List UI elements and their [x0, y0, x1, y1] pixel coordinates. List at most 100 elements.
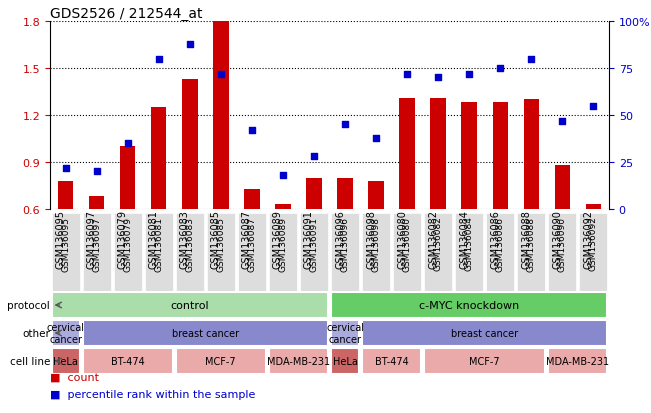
Text: GSM136082: GSM136082: [428, 209, 438, 268]
Text: GSM136086: GSM136086: [490, 209, 501, 268]
Text: GSM136087: GSM136087: [247, 216, 256, 271]
Point: [526, 56, 536, 63]
Bar: [306, 178, 322, 209]
FancyBboxPatch shape: [424, 214, 452, 291]
Bar: [58, 181, 74, 209]
Point: [215, 71, 226, 78]
Point: [589, 103, 599, 109]
Text: other: other: [22, 328, 50, 338]
Text: GSM136088: GSM136088: [527, 216, 536, 271]
Text: GSM136079: GSM136079: [123, 216, 132, 271]
Bar: [368, 181, 384, 209]
Text: GSM136092: GSM136092: [583, 209, 594, 268]
Text: GSM136080: GSM136080: [397, 209, 407, 268]
Text: GSM136095: GSM136095: [61, 216, 70, 271]
Bar: [244, 189, 260, 209]
Bar: [213, 22, 229, 209]
Bar: [462, 103, 477, 209]
Bar: [151, 108, 167, 209]
Text: GSM136082: GSM136082: [434, 216, 443, 271]
Text: GSM136089: GSM136089: [279, 216, 288, 271]
FancyBboxPatch shape: [362, 320, 607, 346]
FancyBboxPatch shape: [362, 214, 390, 291]
Bar: [493, 103, 508, 209]
Point: [464, 71, 475, 78]
Point: [278, 173, 288, 179]
Point: [557, 118, 568, 125]
Text: GSM136081: GSM136081: [154, 216, 163, 271]
FancyBboxPatch shape: [424, 349, 546, 374]
Text: MCF-7: MCF-7: [469, 356, 500, 366]
Text: breast cancer: breast cancer: [451, 328, 518, 338]
Text: GSM136086: GSM136086: [496, 216, 505, 271]
Text: GSM136091: GSM136091: [309, 216, 318, 271]
Text: GSM136079: GSM136079: [118, 209, 128, 268]
Text: cervical
cancer: cervical cancer: [326, 323, 364, 344]
Point: [340, 122, 350, 128]
Point: [154, 56, 164, 63]
Text: GDS2526 / 212544_at: GDS2526 / 212544_at: [50, 7, 202, 21]
Text: GSM136089: GSM136089: [273, 209, 283, 268]
Point: [371, 135, 381, 142]
Bar: [586, 205, 602, 209]
FancyBboxPatch shape: [269, 349, 328, 374]
FancyBboxPatch shape: [486, 214, 514, 291]
FancyBboxPatch shape: [518, 214, 546, 291]
FancyBboxPatch shape: [362, 349, 421, 374]
Text: GSM136085: GSM136085: [211, 209, 221, 268]
Text: GSM136083: GSM136083: [180, 209, 189, 268]
Point: [402, 71, 412, 78]
Point: [91, 169, 102, 175]
FancyBboxPatch shape: [331, 214, 359, 291]
Text: GSM136085: GSM136085: [216, 216, 225, 271]
Text: GSM136098: GSM136098: [366, 209, 376, 268]
Bar: [399, 99, 415, 209]
Bar: [275, 205, 291, 209]
Point: [433, 75, 443, 81]
Text: BT-474: BT-474: [375, 356, 408, 366]
FancyBboxPatch shape: [83, 349, 173, 374]
Text: GSM136097: GSM136097: [92, 216, 101, 271]
Point: [309, 154, 319, 160]
Text: GSM136096: GSM136096: [340, 216, 350, 271]
Bar: [523, 100, 539, 209]
Text: GSM136096: GSM136096: [335, 209, 345, 268]
Text: GSM136095: GSM136095: [55, 209, 66, 268]
FancyBboxPatch shape: [83, 320, 328, 346]
FancyBboxPatch shape: [455, 214, 483, 291]
Text: MCF-7: MCF-7: [206, 356, 236, 366]
Text: GSM136090: GSM136090: [553, 209, 562, 268]
Bar: [337, 178, 353, 209]
FancyBboxPatch shape: [548, 214, 576, 291]
FancyBboxPatch shape: [114, 214, 142, 291]
Text: GSM136098: GSM136098: [372, 216, 381, 271]
Point: [247, 128, 257, 134]
Text: breast cancer: breast cancer: [172, 328, 239, 338]
Text: GSM136090: GSM136090: [558, 216, 567, 271]
Text: GSM136088: GSM136088: [521, 209, 531, 268]
FancyBboxPatch shape: [548, 349, 607, 374]
Text: GSM136081: GSM136081: [148, 209, 159, 268]
FancyBboxPatch shape: [269, 214, 297, 291]
Text: control: control: [171, 300, 209, 310]
Text: GSM136080: GSM136080: [402, 216, 411, 271]
FancyBboxPatch shape: [579, 214, 607, 291]
Point: [122, 140, 133, 147]
Text: MDA-MB-231: MDA-MB-231: [546, 356, 609, 366]
Text: protocol: protocol: [7, 300, 50, 310]
Point: [184, 41, 195, 48]
Text: MDA-MB-231: MDA-MB-231: [267, 356, 330, 366]
Text: GSM136083: GSM136083: [186, 216, 194, 271]
Bar: [120, 147, 135, 209]
FancyBboxPatch shape: [51, 293, 328, 318]
FancyBboxPatch shape: [51, 349, 79, 374]
FancyBboxPatch shape: [176, 349, 266, 374]
Bar: [182, 80, 197, 209]
Text: HeLa: HeLa: [53, 356, 78, 366]
Bar: [555, 166, 570, 209]
Text: GSM136091: GSM136091: [304, 209, 314, 268]
Point: [61, 165, 71, 171]
Text: cervical
cancer: cervical cancer: [46, 323, 85, 344]
FancyBboxPatch shape: [300, 214, 328, 291]
FancyBboxPatch shape: [331, 320, 359, 346]
